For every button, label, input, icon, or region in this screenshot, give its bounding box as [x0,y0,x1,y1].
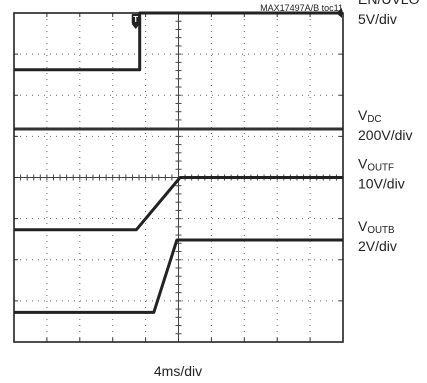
channel-scale-label: 5V/div [358,11,397,27]
channel-name-label: EN/UVLO [358,0,420,7]
channel-name-label: VOUTB [358,218,395,236]
plot-frame [13,12,344,343]
channel-scale-label: 200V/div [358,127,412,143]
channel-scale-label: 2V/div [358,238,397,254]
trigger-letter: T [133,15,138,24]
channel-name-label: VDC [358,107,382,125]
trace-voutb [14,238,343,314]
trace-voutf [14,176,343,232]
channel-scale-label: 10V/div [358,176,405,192]
figure-id: MAX17497A/B toc11 [260,3,343,13]
trigger-marker-body [131,14,140,24]
scope-grid [14,13,343,342]
channel-name-label: VOUTF [358,156,394,174]
x-scale-label: 4ms/div [154,363,202,379]
channel-labels: EN/UVLO 5V/div VDC 200V/div VOUTF 10V/div VOUT… [358,0,420,254]
trigger-icon: T [131,14,140,29]
trigger-marker-tip [131,24,140,29]
